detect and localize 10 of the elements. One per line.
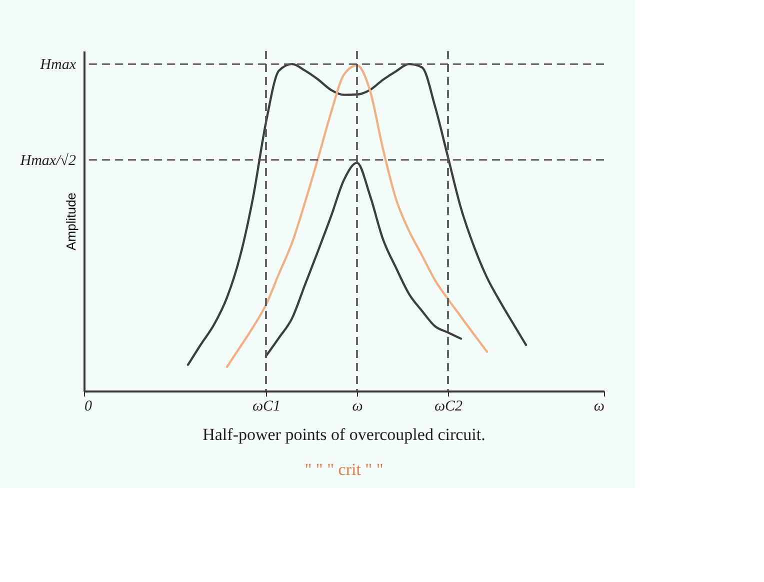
x-tick-label: ω bbox=[352, 398, 363, 414]
x-tick-label: 0 bbox=[84, 398, 92, 414]
x-tick-label: ωC1 bbox=[252, 398, 281, 414]
ref-line-label: Hmax/√2 bbox=[19, 152, 76, 169]
text: Half-power points of overcoupled circuit. bbox=[202, 425, 486, 444]
x-tick-label: ωC2 bbox=[434, 398, 464, 414]
x-tick-label: ω bbox=[594, 398, 604, 414]
y-axis-title: Amplitude bbox=[64, 192, 78, 250]
ref-line-label: Hmax bbox=[39, 57, 76, 74]
text: " " " crit " " bbox=[304, 460, 384, 479]
